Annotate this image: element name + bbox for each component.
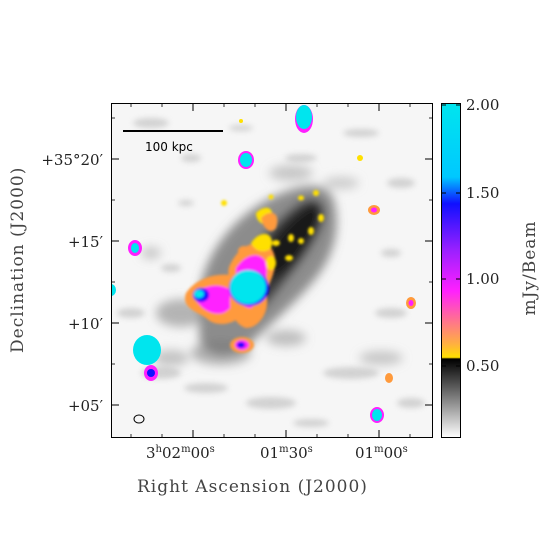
colorbar [441,103,461,438]
dec-tick-label: +05′ [67,397,103,415]
scale-bar-label: 100 kpc [145,140,193,154]
ra-tick-label: 01m00s [355,444,408,462]
background-noise [117,118,425,427]
dec-tick-label: +15′ [67,233,103,251]
x-axis-label: Right Ascension (J2000) [137,477,368,497]
y-axis-label: Declination (J2000) [8,166,28,353]
ra-tick-label: 01m30s [260,444,313,462]
beam-ellipse [133,414,145,424]
colorbar-tick-label: 2.00 [466,96,500,114]
colorbar-tick-label: 1.00 [466,270,500,288]
colorbar-tick-label: 1.50 [466,184,500,202]
radio-image-panel [111,103,433,438]
colorbar-tick-label: 0.50 [466,357,500,375]
ra-tick-label: 3h02m00s [146,444,215,462]
point-sources [111,105,416,423]
dec-tick-label: +10′ [67,315,103,333]
dec-tick-label: +35°20′ [41,151,103,169]
bright-emission [185,190,324,353]
colorbar-label: mJy/Beam [520,220,540,316]
axis-frame [111,103,433,438]
